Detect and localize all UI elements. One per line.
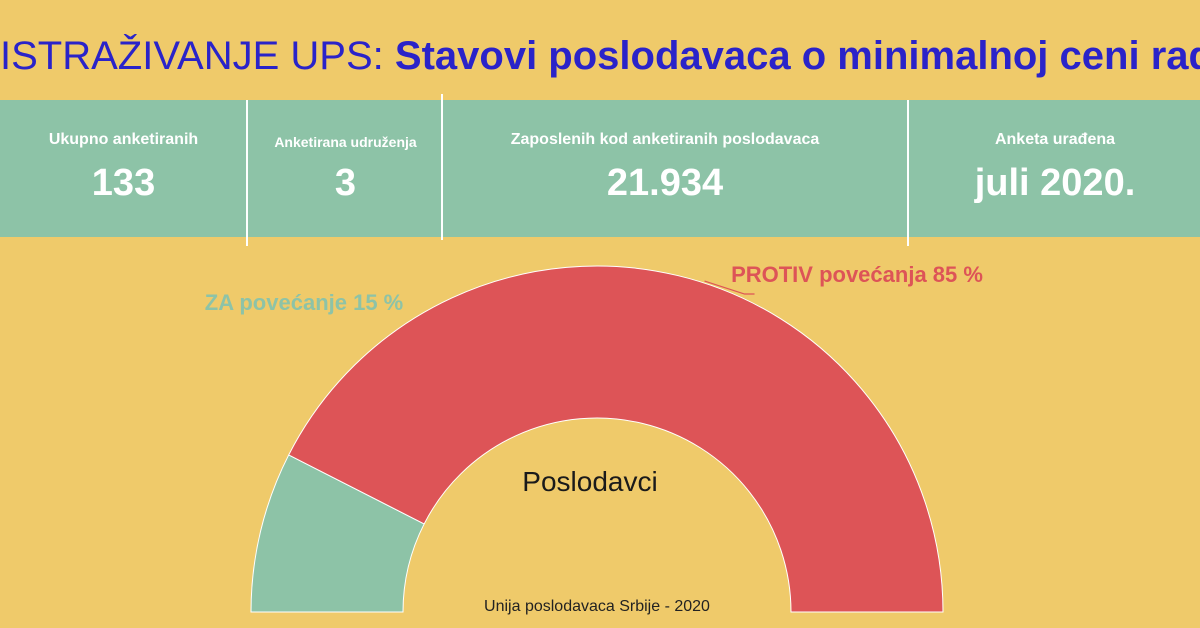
title-prefix: ISTRAŽIVANJE UPS: [0, 34, 384, 78]
slice-label-protiv: PROTIV povećanja 85 % [731, 262, 983, 287]
stat-label: Anketirana udruženja [274, 134, 417, 150]
stats-divider [246, 100, 248, 246]
stat-employees: Zaposlenih kod anketiranih poslodavaca 2… [444, 100, 886, 237]
stat-value: juli 2020. [974, 162, 1136, 204]
stat-label: Anketa urađena [994, 131, 1116, 148]
stat-label: Zaposlenih kod anketiranih poslodavaca [510, 131, 820, 148]
chart-leaders [704, 280, 755, 295]
stat-associations: Anketirana udruženja 3 [249, 100, 442, 237]
footer-source: Unija poslodavaca Srbije - 2020 [484, 598, 710, 615]
stat-value: 3 [334, 162, 357, 204]
page-title: ISTRAŽIVANJE UPS: Stavovi poslodavaca o … [0, 30, 1200, 82]
half-donut-chart: ZA povećanje 15 % PROTIV povećanja 85 % … [205, 262, 983, 613]
title-main: Stavovi poslodavaca o minimalnoj ceni ra… [394, 34, 1200, 78]
chart-center-label: Poslodavci [522, 466, 657, 497]
stat-survey-date: Anketa urađena juli 2020. [910, 100, 1200, 237]
stat-value: 21.934 [606, 162, 724, 204]
slice-label-za: ZA povećanje 15 % [205, 290, 403, 315]
slice-protiv [288, 265, 944, 613]
stats-divider [907, 100, 909, 246]
stat-total-surveyed: Ukupno anketiranih 133 [0, 100, 247, 237]
stat-value: 133 [91, 162, 156, 204]
leader-protiv [704, 280, 755, 295]
stat-label: Ukupno anketiranih [48, 131, 199, 148]
stats-band: Ukupno anketiranih 133 Anketirana udruže… [0, 100, 1200, 237]
chart-slices [250, 265, 944, 613]
stats-divider [441, 94, 443, 240]
